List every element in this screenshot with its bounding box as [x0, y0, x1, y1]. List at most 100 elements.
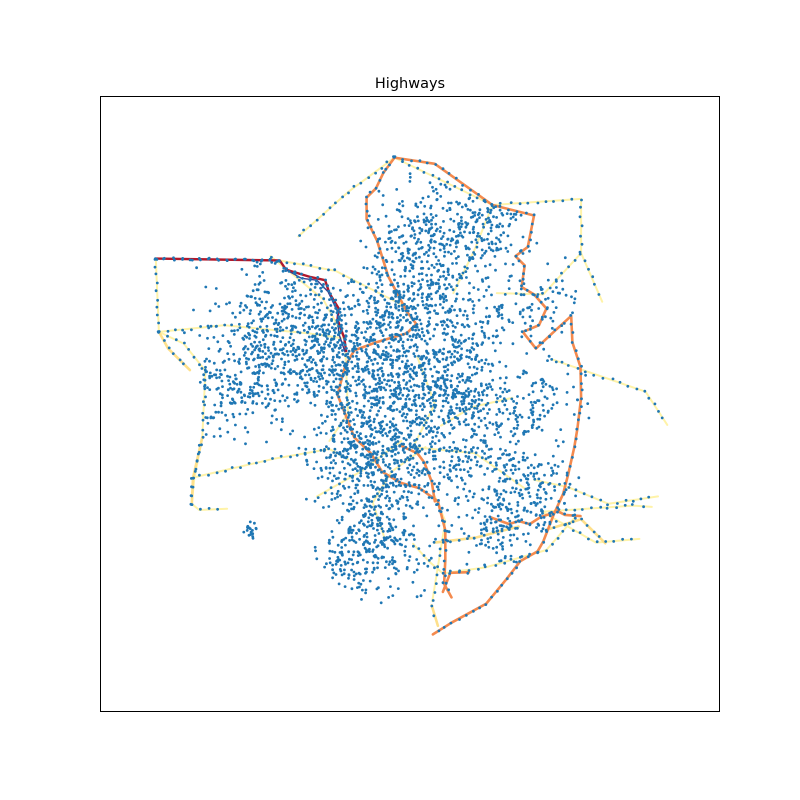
node-point — [272, 340, 276, 344]
node-point — [276, 365, 280, 368]
node-point — [385, 383, 389, 386]
node-point — [537, 523, 541, 527]
node-point — [399, 338, 403, 341]
node-point — [513, 432, 517, 436]
node-point — [258, 281, 262, 285]
node-point — [345, 385, 349, 389]
node-point — [509, 468, 513, 472]
node-point — [421, 196, 425, 200]
node-point — [434, 380, 437, 384]
node-point — [382, 318, 385, 322]
node-point — [385, 515, 389, 519]
node-point — [423, 414, 427, 418]
node-point — [551, 319, 555, 323]
node-point — [357, 375, 361, 379]
node-point — [364, 339, 368, 343]
node-point — [354, 446, 357, 450]
node-point — [378, 521, 382, 525]
node-point — [514, 414, 518, 417]
node-point — [409, 424, 412, 428]
node-point — [273, 378, 276, 382]
node-point — [338, 338, 341, 342]
node-point — [503, 381, 507, 385]
node-point — [426, 483, 429, 487]
node-point — [364, 330, 367, 334]
node-point — [293, 370, 296, 373]
node-point — [429, 426, 433, 430]
node-point — [404, 370, 408, 374]
node-point — [361, 447, 365, 451]
node-point — [403, 553, 407, 557]
node-point — [380, 369, 384, 373]
node-point — [206, 336, 209, 340]
node-point — [429, 213, 433, 216]
node-point — [437, 259, 440, 262]
node-point — [522, 264, 526, 268]
node-point — [460, 402, 464, 406]
node-point — [248, 520, 252, 524]
node-point — [487, 216, 490, 220]
node-point — [476, 232, 480, 235]
node-point — [550, 474, 553, 477]
node-point — [447, 416, 451, 420]
node-point — [199, 507, 202, 511]
node-point — [245, 273, 249, 276]
node-point — [439, 226, 442, 229]
node-point — [467, 393, 471, 397]
node-point — [367, 301, 370, 305]
node-point — [395, 372, 399, 376]
node-point — [347, 528, 351, 532]
node-point — [287, 270, 291, 273]
node-point — [421, 382, 424, 385]
node-point — [443, 254, 446, 258]
node-point — [412, 297, 416, 301]
node-point — [232, 333, 236, 336]
node-point — [374, 389, 378, 392]
node-point — [529, 471, 533, 475]
node-point — [468, 355, 471, 359]
node-point — [239, 301, 243, 305]
node-point — [335, 404, 338, 408]
node-point — [449, 319, 452, 323]
node-point — [516, 504, 520, 507]
node-point — [484, 383, 488, 387]
node-point — [283, 399, 287, 402]
node-point — [490, 447, 493, 451]
node-point — [416, 500, 420, 504]
node-point — [449, 379, 453, 383]
node-point — [193, 470, 197, 473]
node-point — [419, 201, 423, 204]
node-point — [381, 448, 385, 452]
node-point — [446, 393, 450, 397]
node-point — [360, 598, 363, 601]
node-point — [434, 229, 438, 233]
node-point — [463, 381, 467, 384]
node-point — [414, 202, 418, 206]
node-point — [449, 423, 453, 427]
node-point — [248, 395, 252, 399]
node-point — [374, 290, 378, 293]
axes-frame — [100, 96, 720, 712]
node-point — [405, 387, 409, 391]
node-point — [282, 317, 286, 321]
node-point — [536, 488, 540, 492]
node-point — [471, 227, 475, 231]
node-point — [438, 471, 442, 474]
node-point — [350, 432, 354, 435]
node-point — [474, 358, 477, 361]
node-point — [555, 279, 558, 283]
node-point — [346, 294, 349, 297]
node-point — [355, 330, 359, 334]
node-point — [501, 479, 505, 483]
node-point — [484, 218, 488, 221]
node-point — [322, 355, 325, 359]
node-point — [409, 367, 412, 371]
node-point — [511, 457, 515, 460]
node-point — [325, 445, 328, 448]
node-point — [500, 529, 504, 533]
node-point — [364, 567, 367, 571]
node-point — [388, 320, 392, 324]
node-point — [300, 307, 303, 310]
node-point — [453, 308, 456, 312]
node-point — [330, 296, 334, 300]
